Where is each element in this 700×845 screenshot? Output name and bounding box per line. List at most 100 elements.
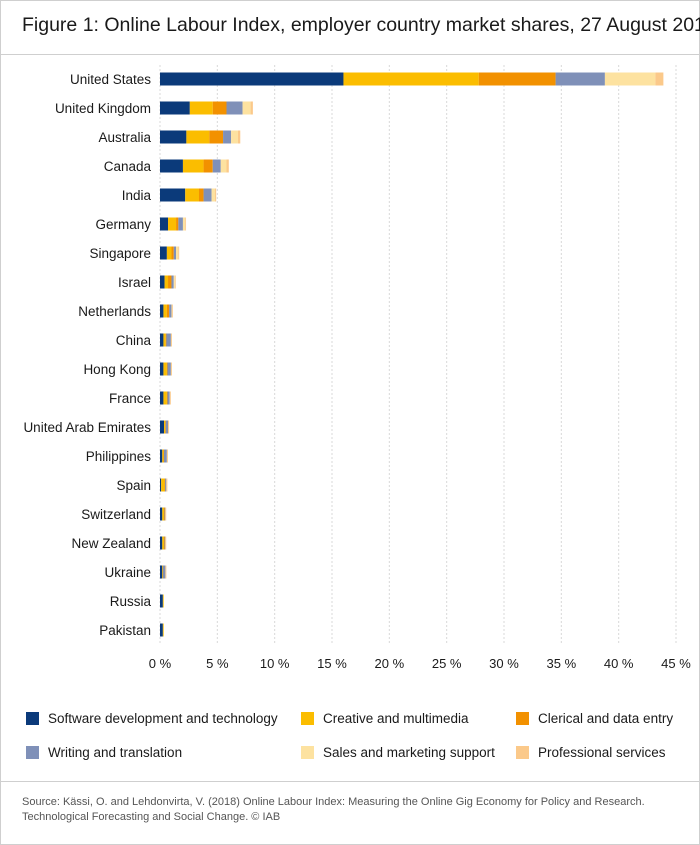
bar-segment bbox=[167, 449, 168, 463]
bar-segment bbox=[160, 478, 162, 492]
category-label: Spain bbox=[116, 478, 151, 493]
bar-segment bbox=[604, 72, 656, 86]
category-label: Israel bbox=[118, 275, 151, 290]
category-label: Hong Kong bbox=[83, 362, 151, 377]
category-label: Russia bbox=[110, 594, 152, 609]
legend-swatch bbox=[516, 746, 529, 759]
bar-segment bbox=[165, 478, 167, 492]
category-label: Philippines bbox=[86, 449, 152, 464]
bar-segment bbox=[164, 507, 166, 521]
bar-segment bbox=[164, 449, 167, 463]
bar-segment bbox=[165, 420, 169, 434]
bar-segment bbox=[173, 275, 175, 289]
category-label: Australia bbox=[98, 130, 151, 145]
category-label: Germany bbox=[95, 217, 151, 232]
legend-label: Writing and translation bbox=[48, 745, 183, 760]
legend-item: Creative and multimedia bbox=[301, 711, 469, 726]
legend-label: Sales and marketing support bbox=[323, 745, 495, 760]
bar-segment bbox=[173, 246, 177, 260]
bar-segment bbox=[237, 130, 241, 144]
category-label: United Arab Emirates bbox=[23, 420, 151, 435]
bar-segment bbox=[169, 304, 172, 318]
bar-segment bbox=[226, 159, 229, 173]
bar-segment bbox=[178, 217, 183, 231]
category-label: Netherlands bbox=[78, 304, 151, 319]
bar-segment bbox=[163, 362, 167, 376]
bar-segment bbox=[161, 478, 165, 492]
x-tick-label: 30 % bbox=[489, 656, 519, 671]
bar-segment bbox=[166, 246, 172, 260]
bar-segment bbox=[555, 72, 605, 86]
bar-segment bbox=[171, 246, 174, 260]
bar-segment bbox=[171, 333, 172, 347]
legend-swatch bbox=[26, 712, 39, 725]
bar-segment bbox=[166, 391, 168, 405]
bar-segment bbox=[163, 304, 167, 318]
x-tick-label: 40 % bbox=[604, 656, 634, 671]
category-label: China bbox=[116, 333, 152, 348]
bar-segment bbox=[209, 130, 224, 144]
legend-item: Professional services bbox=[516, 745, 666, 760]
bar-segment bbox=[160, 275, 165, 289]
bar-segment bbox=[185, 188, 199, 202]
bar-segment bbox=[160, 449, 163, 463]
bar-segment bbox=[160, 362, 164, 376]
bar-segment bbox=[160, 130, 187, 144]
bars bbox=[160, 72, 664, 637]
bar-segment bbox=[220, 159, 227, 173]
bar-segment bbox=[164, 478, 166, 492]
bar-segment bbox=[160, 565, 163, 579]
title-divider bbox=[0, 54, 700, 55]
bar-segment bbox=[165, 565, 167, 579]
bar-segment bbox=[160, 217, 169, 231]
bar-segment bbox=[165, 420, 166, 434]
bar-segment bbox=[162, 507, 165, 521]
bar-segment bbox=[171, 304, 173, 318]
bar-segment bbox=[166, 333, 171, 347]
bar-segment bbox=[164, 536, 165, 550]
bar-segment bbox=[169, 391, 171, 405]
x-tick-label: 35 % bbox=[547, 656, 577, 671]
legend-swatch bbox=[301, 712, 314, 725]
x-tick-label: 45 % bbox=[661, 656, 691, 671]
bar-segment bbox=[182, 217, 186, 231]
bar-segment bbox=[162, 594, 164, 608]
bar-segment bbox=[203, 159, 213, 173]
bar-segment bbox=[160, 507, 163, 521]
category-label: New Zealand bbox=[71, 536, 151, 551]
category-label: India bbox=[122, 188, 152, 203]
bar-segment bbox=[174, 275, 176, 289]
bar-segment bbox=[160, 623, 163, 637]
category-label: United States bbox=[70, 72, 151, 87]
bar-segment bbox=[226, 101, 243, 115]
bar-segment bbox=[162, 449, 164, 463]
category-label: Singapore bbox=[89, 246, 151, 261]
category-label: Ukraine bbox=[104, 565, 151, 580]
bar-segment bbox=[165, 507, 167, 521]
chart-plot: United States United Kingdom Australia Cana… bbox=[23, 65, 691, 671]
bar-segment bbox=[231, 130, 238, 144]
legend-swatch bbox=[516, 712, 529, 725]
legend-item: Sales and marketing support bbox=[301, 745, 495, 760]
bar-segment bbox=[212, 159, 221, 173]
bar-segment bbox=[171, 275, 174, 289]
category-label: United Kingdom bbox=[55, 101, 151, 116]
bar-segment bbox=[165, 536, 167, 550]
bar-segment bbox=[203, 188, 212, 202]
x-tick-label: 25 % bbox=[432, 656, 462, 671]
legend-item: Clerical and data entry bbox=[516, 711, 673, 726]
bar-segment bbox=[166, 362, 168, 376]
category-labels: United States United Kingdom Australia Cana… bbox=[23, 72, 151, 638]
legend-item: Writing and translation bbox=[26, 745, 182, 760]
bar-segment bbox=[160, 188, 186, 202]
x-tick-label: 10 % bbox=[260, 656, 290, 671]
bar-segment bbox=[163, 333, 166, 347]
source-note: Source: Kässi, O. and Lehdonvirta, V. (2… bbox=[22, 796, 645, 823]
category-label: France bbox=[109, 391, 151, 406]
bar-segment bbox=[160, 333, 164, 347]
x-tick-label: 5 % bbox=[206, 656, 229, 671]
bar-segment bbox=[160, 159, 183, 173]
legend: Software development and technology Creat… bbox=[26, 706, 686, 776]
bar-segment bbox=[162, 565, 164, 579]
bar-segment bbox=[250, 101, 253, 115]
